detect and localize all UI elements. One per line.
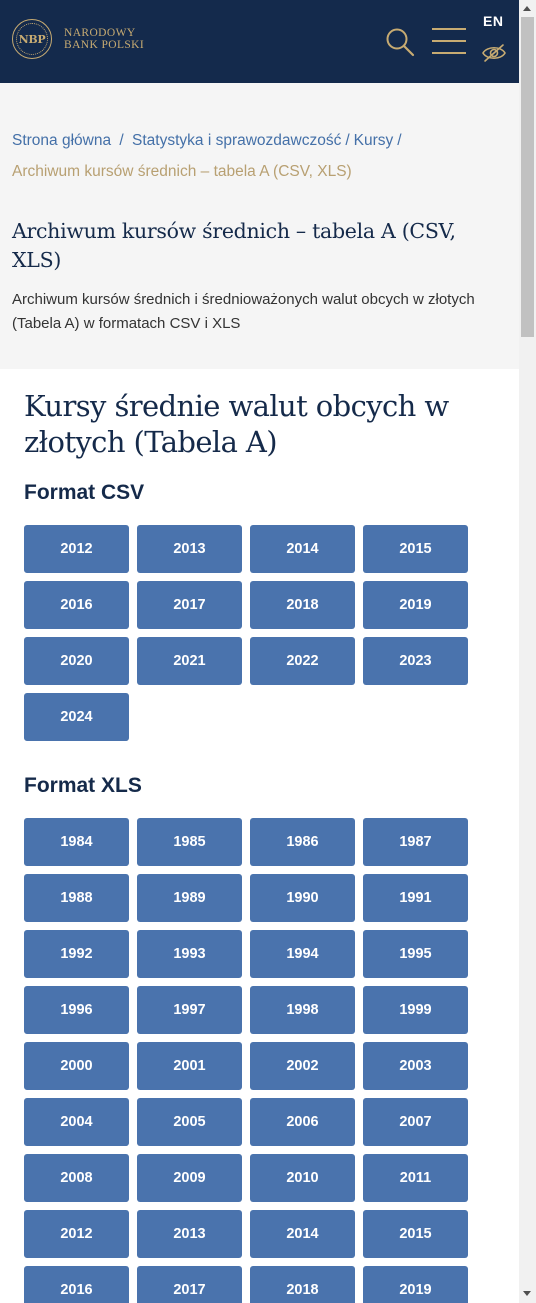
xls-year-button[interactable]: 2014 xyxy=(250,1210,355,1258)
scroll-down-arrow-icon[interactable] xyxy=(523,1291,531,1296)
section-main-title: Kursy średnie walut obcych w złotych (Ta… xyxy=(24,389,449,459)
xls-year-button[interactable]: 2011 xyxy=(363,1154,468,1202)
eye-slash-icon xyxy=(482,44,506,62)
xls-year-button[interactable]: 1989 xyxy=(137,874,242,922)
xls-year-button[interactable]: 1985 xyxy=(137,818,242,866)
scroll-up-arrow-icon[interactable] xyxy=(523,6,531,11)
csv-year-button[interactable]: 2017 xyxy=(137,581,242,629)
logo-mark: NBP xyxy=(18,32,46,46)
xls-year-button[interactable]: 2015 xyxy=(363,1210,468,1258)
xls-heading: Format XLS xyxy=(24,774,142,797)
csv-year-button[interactable]: 2019 xyxy=(363,581,468,629)
menu-button[interactable] xyxy=(432,27,466,57)
xls-year-button[interactable]: 1992 xyxy=(24,930,129,978)
xls-year-button[interactable]: 2012 xyxy=(24,1210,129,1258)
breadcrumb-statistics[interactable]: Statystyka i sprawozdawczość xyxy=(132,132,342,149)
xls-year-button[interactable]: 2019 xyxy=(363,1266,468,1303)
xls-year-button[interactable]: 2005 xyxy=(137,1098,242,1146)
page-title: Archiwum kursów średnich – tabela A (CSV… xyxy=(12,219,456,272)
csv-year-button[interactable]: 2023 xyxy=(363,637,468,685)
xls-year-button[interactable]: 2003 xyxy=(363,1042,468,1090)
csv-year-button[interactable]: 2012 xyxy=(24,525,129,573)
xls-year-button[interactable]: 1999 xyxy=(363,986,468,1034)
csv-heading: Format CSV xyxy=(24,481,145,504)
xls-year-button[interactable]: 1984 xyxy=(24,818,129,866)
xls-year-button[interactable]: 2007 xyxy=(363,1098,468,1146)
csv-year-button[interactable]: 2013 xyxy=(137,525,242,573)
xls-year-button[interactable]: 2000 xyxy=(24,1042,129,1090)
xls-year-button[interactable]: 2006 xyxy=(250,1098,355,1146)
scrollbar-thumb[interactable] xyxy=(521,17,534,337)
csv-year-button[interactable]: 2020 xyxy=(24,637,129,685)
hamburger-menu-icon xyxy=(432,28,466,30)
site-header: NBP NARODOWY BANK POLSKI EN xyxy=(0,0,519,83)
csv-year-button[interactable]: 2024 xyxy=(24,693,129,741)
language-switch-button[interactable]: EN xyxy=(483,13,504,29)
xls-year-button[interactable]: 2018 xyxy=(250,1266,355,1303)
breadcrumb-home[interactable]: Strona główna xyxy=(12,132,112,149)
csv-year-button[interactable]: 2015 xyxy=(363,525,468,573)
logo-line-1: NARODOWY xyxy=(64,27,136,39)
xls-year-button[interactable]: 1997 xyxy=(137,986,242,1034)
xls-year-button[interactable]: 2010 xyxy=(250,1154,355,1202)
xls-year-button[interactable]: 1995 xyxy=(363,930,468,978)
csv-year-button[interactable]: 2018 xyxy=(250,581,355,629)
nbp-logo[interactable]: NBP NARODOWY BANK POLSKI xyxy=(12,19,144,59)
csv-year-button[interactable]: 2016 xyxy=(24,581,129,629)
xls-year-button[interactable]: 1998 xyxy=(250,986,355,1034)
xls-year-button[interactable]: 2001 xyxy=(137,1042,242,1090)
accessibility-button[interactable] xyxy=(481,43,507,63)
xls-year-button[interactable]: 2016 xyxy=(24,1266,129,1303)
breadcrumb: Strona główna / Statystyka i sprawozdawc… xyxy=(12,132,402,180)
xls-year-grid: 1984 1985 1986 1987 1988 1989 1990 1991 1992 1993… xyxy=(24,818,484,1303)
page-description: Archiwum kursów średnich i średnioważony… xyxy=(12,291,475,332)
xls-year-button[interactable]: 2013 xyxy=(137,1210,242,1258)
breadcrumb-current: Archiwum kursów średnich – tabela A (CSV… xyxy=(12,163,352,180)
csv-year-button[interactable]: 2014 xyxy=(250,525,355,573)
xls-year-button[interactable]: 1996 xyxy=(24,986,129,1034)
xls-year-button[interactable]: 2002 xyxy=(250,1042,355,1090)
xls-year-button[interactable]: 1994 xyxy=(250,930,355,978)
xls-year-button[interactable]: 1988 xyxy=(24,874,129,922)
xls-year-button[interactable]: 1990 xyxy=(250,874,355,922)
xls-year-button[interactable]: 2017 xyxy=(137,1266,242,1303)
xls-year-button[interactable]: 2004 xyxy=(24,1098,129,1146)
nbp-seal-icon: NBP xyxy=(12,19,52,59)
logo-text: NARODOWY BANK POLSKI xyxy=(64,27,144,51)
xls-year-button[interactable]: 1991 xyxy=(363,874,468,922)
xls-year-button[interactable]: 2009 xyxy=(137,1154,242,1202)
csv-year-button[interactable]: 2021 xyxy=(137,637,242,685)
breadcrumb-rates[interactable]: Kursy xyxy=(353,132,394,149)
intro-section: Strona główna / Statystyka i sprawozdawc… xyxy=(0,83,519,369)
xls-year-button[interactable]: 1986 xyxy=(250,818,355,866)
xls-year-button[interactable]: 1993 xyxy=(137,930,242,978)
csv-year-grid: 2012 2013 2014 2015 2016 2017 2018 2019 2020 2021… xyxy=(24,525,484,741)
xls-year-button[interactable]: 2008 xyxy=(24,1154,129,1202)
page: NBP NARODOWY BANK POLSKI EN xyxy=(0,0,519,1303)
search-button[interactable] xyxy=(385,27,415,57)
search-icon xyxy=(386,28,415,57)
scrollbar[interactable] xyxy=(519,0,536,1303)
csv-year-button[interactable]: 2022 xyxy=(250,637,355,685)
logo-line-2: BANK POLSKI xyxy=(64,39,145,51)
xls-year-button[interactable]: 1987 xyxy=(363,818,468,866)
